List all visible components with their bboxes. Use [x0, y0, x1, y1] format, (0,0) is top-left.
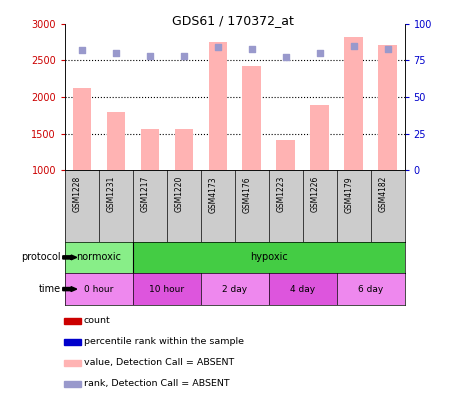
- Text: 4 day: 4 day: [290, 285, 315, 293]
- Text: GSM1223: GSM1223: [277, 176, 286, 212]
- Text: 6 day: 6 day: [358, 285, 383, 293]
- Point: [384, 46, 391, 52]
- Text: GSM1217: GSM1217: [141, 176, 150, 212]
- Point: [350, 43, 357, 49]
- Text: 2 day: 2 day: [222, 285, 247, 293]
- Text: GSM1220: GSM1220: [175, 176, 184, 212]
- Text: GSM1231: GSM1231: [107, 176, 116, 212]
- Bar: [65, 242, 133, 273]
- Text: time: time: [38, 284, 60, 294]
- Bar: [378, 45, 397, 170]
- Bar: [106, 112, 126, 170]
- Text: GSM4176: GSM4176: [243, 176, 252, 213]
- Bar: [64, 318, 81, 324]
- Bar: [64, 360, 81, 366]
- Point: [282, 54, 289, 61]
- Bar: [310, 105, 329, 170]
- Bar: [344, 37, 363, 170]
- Point: [146, 53, 153, 59]
- Bar: [276, 139, 295, 170]
- Point: [248, 46, 255, 52]
- Text: 0 hour: 0 hour: [84, 285, 114, 293]
- Text: GDS61 / 170372_at: GDS61 / 170372_at: [172, 14, 293, 27]
- Text: count: count: [84, 316, 111, 325]
- Bar: [269, 273, 337, 305]
- Text: GSM4173: GSM4173: [209, 176, 218, 213]
- Text: percentile rank within the sample: percentile rank within the sample: [84, 337, 244, 346]
- Text: GSM4182: GSM4182: [379, 176, 388, 212]
- Text: GSM4179: GSM4179: [345, 176, 353, 213]
- Bar: [65, 273, 133, 305]
- Bar: [208, 42, 227, 170]
- Text: GSM1228: GSM1228: [73, 176, 82, 212]
- Text: rank, Detection Call = ABSENT: rank, Detection Call = ABSENT: [84, 379, 230, 388]
- Text: GSM1226: GSM1226: [311, 176, 320, 212]
- Bar: [73, 88, 92, 170]
- Bar: [64, 381, 81, 387]
- Bar: [174, 129, 193, 170]
- Bar: [64, 339, 81, 345]
- Bar: [201, 273, 269, 305]
- Text: protocol: protocol: [21, 252, 60, 263]
- Text: hypoxic: hypoxic: [250, 252, 288, 263]
- Point: [214, 44, 221, 50]
- Bar: [242, 65, 261, 170]
- Bar: [133, 242, 405, 273]
- Point: [180, 53, 187, 59]
- Bar: [337, 273, 405, 305]
- Bar: [140, 129, 159, 170]
- Text: value, Detection Call = ABSENT: value, Detection Call = ABSENT: [84, 358, 234, 367]
- Point: [78, 47, 86, 53]
- Point: [112, 50, 120, 56]
- Point: [316, 50, 324, 56]
- Text: 10 hour: 10 hour: [149, 285, 185, 293]
- Text: normoxic: normoxic: [77, 252, 121, 263]
- Bar: [133, 273, 201, 305]
